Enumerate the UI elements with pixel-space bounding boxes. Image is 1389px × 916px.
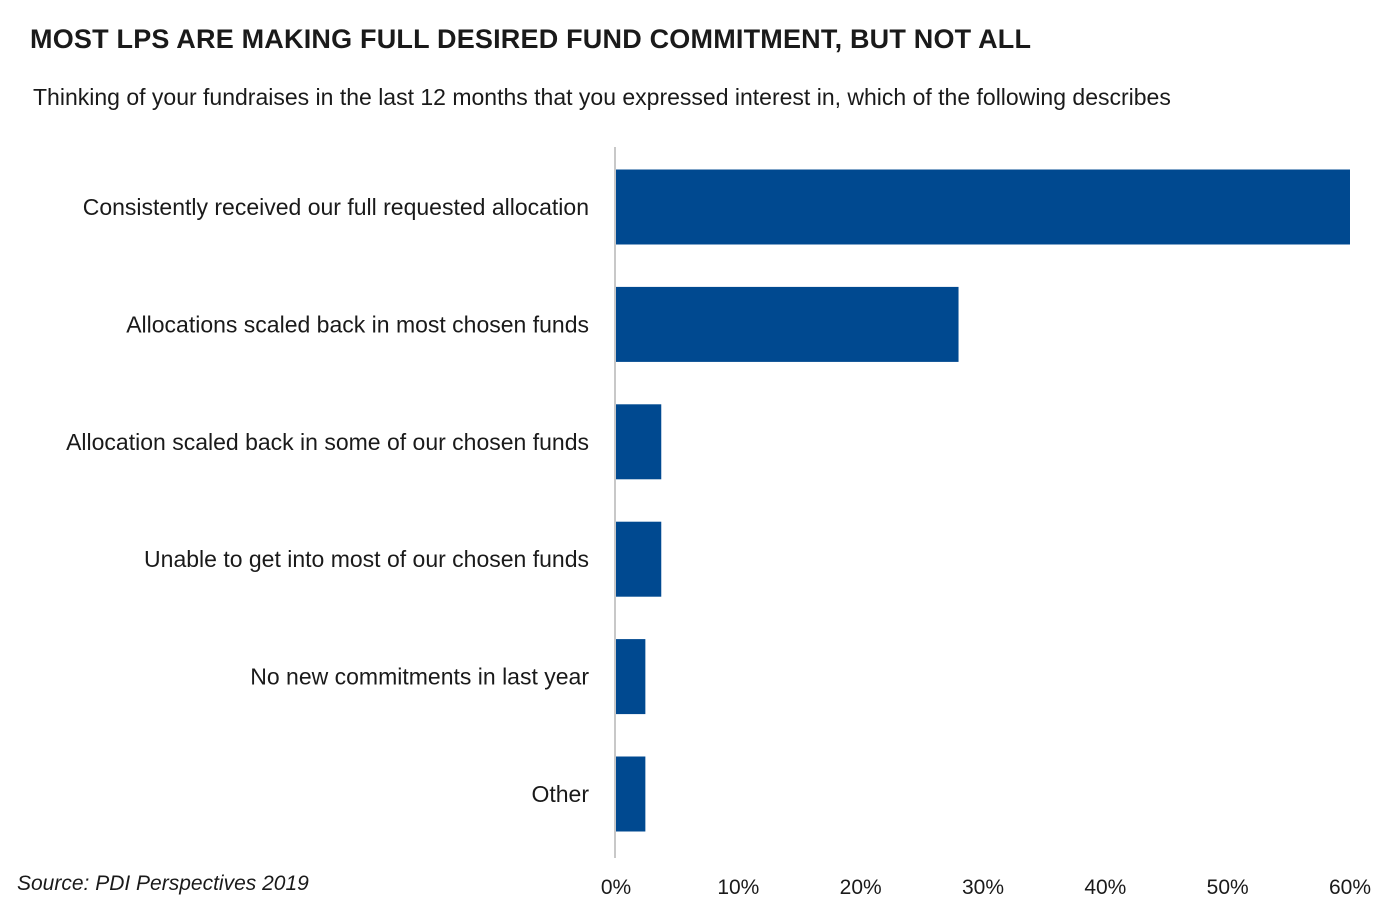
bar-3 — [616, 404, 662, 480]
bar-2 — [616, 286, 959, 362]
category-label-2: Allocations scaled back in most chosen f… — [126, 311, 589, 337]
x-tick-label-7: 60% — [1329, 876, 1371, 899]
category-label-5: No new commitments in last year — [250, 664, 589, 690]
x-tick-label-3: 20% — [840, 876, 882, 899]
bar-5 — [616, 639, 646, 715]
category-labels-layer: Consistently received our full requested… — [66, 194, 589, 807]
x-tick-label-5: 40% — [1084, 876, 1126, 899]
category-label-1: Consistently received our full requested… — [83, 194, 589, 220]
chart-title: MOST LPS ARE MAKING FULL DESIRED FUND CO… — [30, 24, 1032, 54]
x-tick-label-4: 30% — [962, 876, 1004, 899]
category-label-3: Allocation scaled back in some of our ch… — [66, 429, 589, 455]
bar-6 — [616, 756, 646, 832]
bars-layer — [616, 169, 1350, 832]
x-tick-label-6: 50% — [1207, 876, 1249, 899]
source-note: Source: PDI Perspectives 2019 — [17, 872, 309, 895]
bar-4 — [616, 521, 662, 597]
chart-subtitle: Thinking of your fundraises in the last … — [33, 84, 1171, 110]
x-tick-labels-layer: 0% 10% 20% 30% 40% 50% 60% — [601, 876, 1371, 899]
category-label-6: Other — [531, 781, 589, 807]
bar-1 — [616, 169, 1350, 245]
x-tick-label-1: 0% — [601, 876, 631, 899]
category-label-4: Unable to get into most of our chosen fu… — [144, 546, 589, 572]
x-tick-label-2: 10% — [717, 876, 759, 899]
